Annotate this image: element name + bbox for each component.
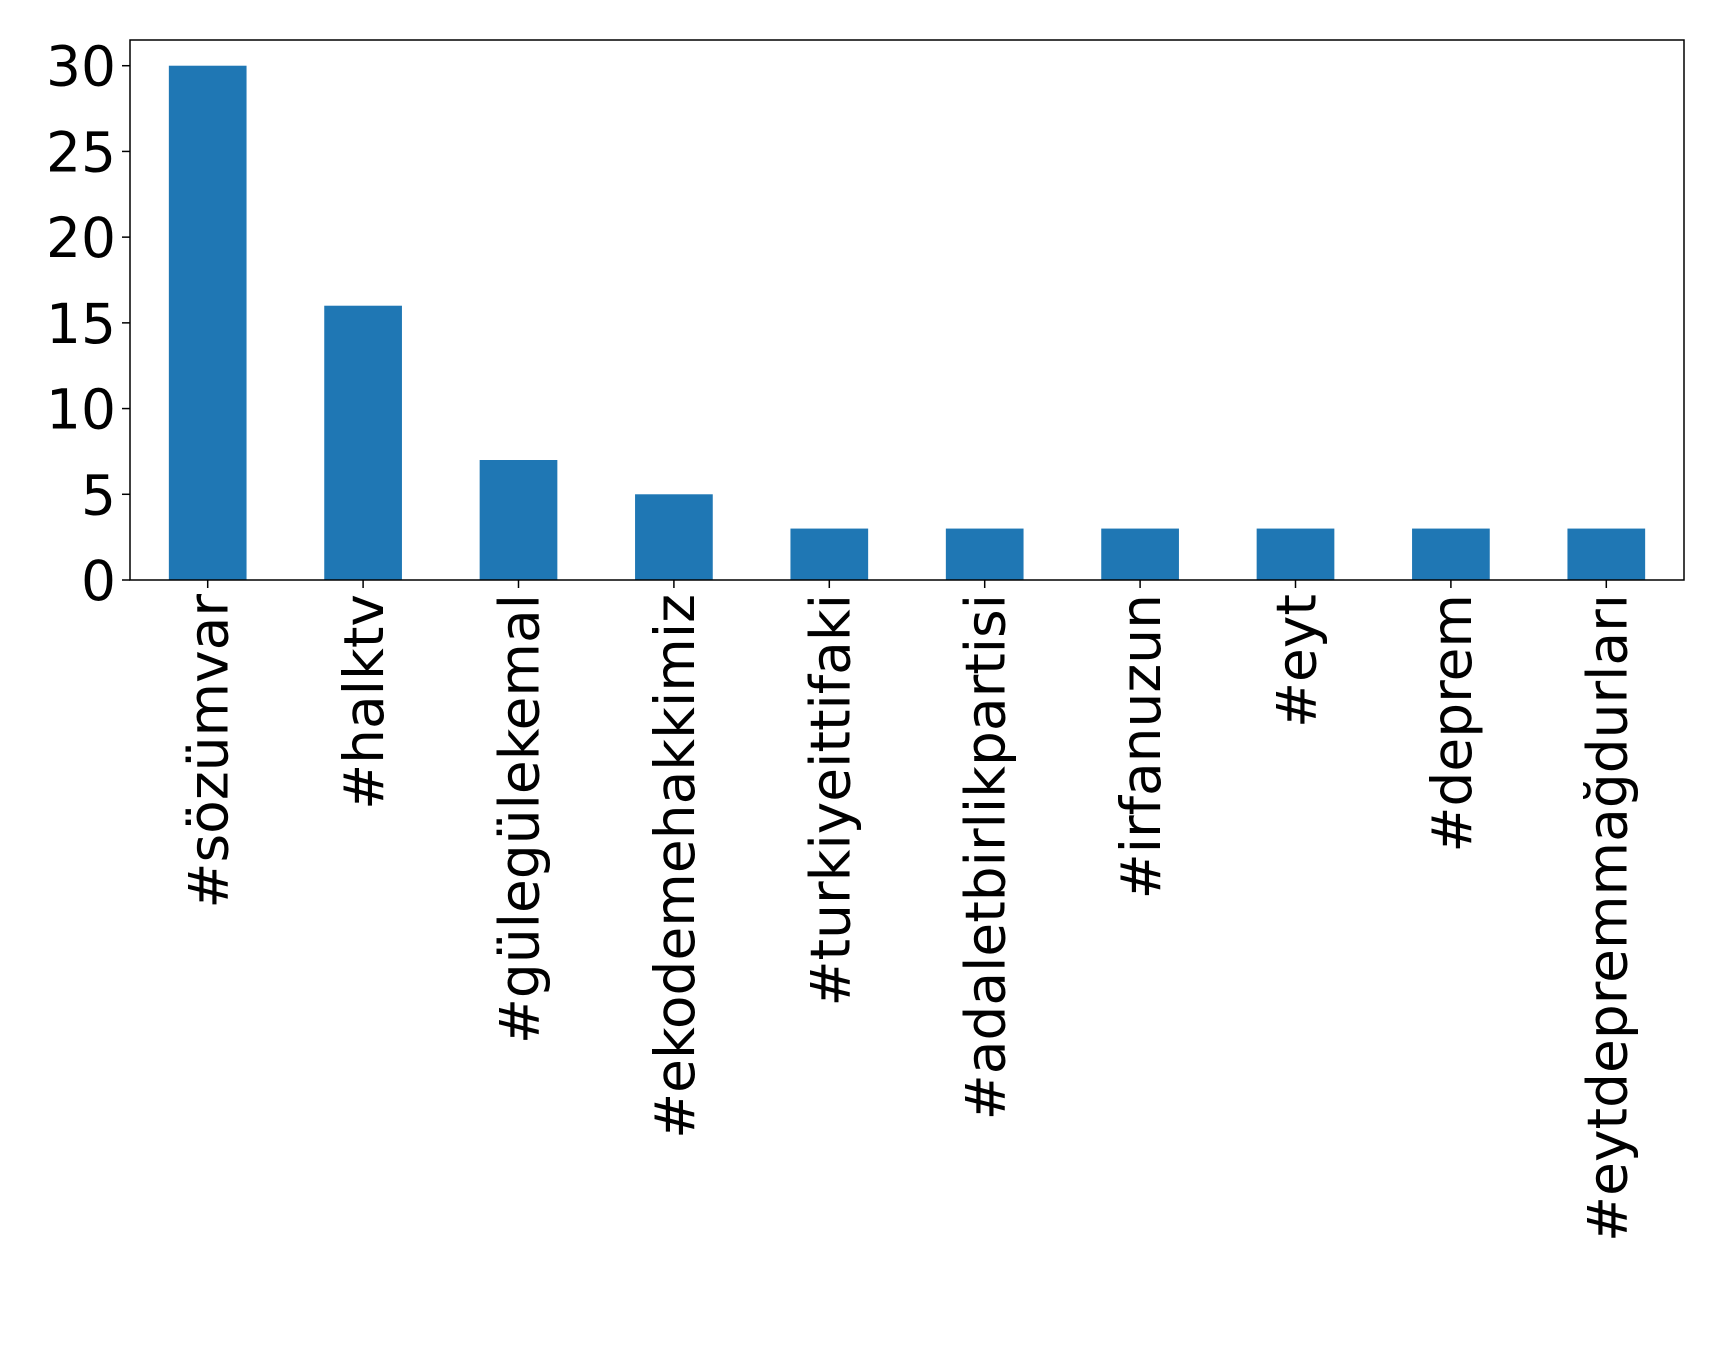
y-tick-label: 5 [81, 463, 116, 527]
bar [324, 305, 402, 580]
y-tick-label: 10 [46, 378, 116, 442]
bar [1567, 528, 1646, 580]
bar [1256, 528, 1335, 580]
x-tick-label: #turkiyeittifaki [798, 594, 862, 1007]
y-tick-label: 25 [46, 120, 116, 184]
bar [1101, 528, 1179, 580]
bar [479, 460, 558, 580]
y-tick-label: 20 [46, 206, 116, 270]
x-tick-label: #sözümvar [177, 594, 241, 909]
y-tick-label: 0 [81, 549, 116, 613]
axes-frame [129, 39, 1685, 581]
x-tick-label: #gülegülekemal [488, 594, 552, 1044]
x-tick-label: #deprem [1420, 594, 1484, 853]
x-tick-label: #halktv [332, 594, 396, 810]
bar [168, 65, 247, 580]
x-tick-label: #eyt [1265, 594, 1329, 728]
y-tick-label: 30 [46, 35, 116, 99]
bar [635, 494, 713, 580]
bar [945, 528, 1024, 580]
x-tick-label: #eytdepremmağdurları [1575, 594, 1639, 1242]
x-tick-label: #ekodemehakkimiz [643, 594, 707, 1139]
bar [1412, 528, 1490, 580]
x-tick-label: #irfanuzun [1109, 594, 1173, 899]
x-tick-label: #adaletbirlikpartisi [954, 594, 1018, 1120]
y-tick-label: 15 [46, 292, 116, 356]
bar [790, 528, 869, 580]
